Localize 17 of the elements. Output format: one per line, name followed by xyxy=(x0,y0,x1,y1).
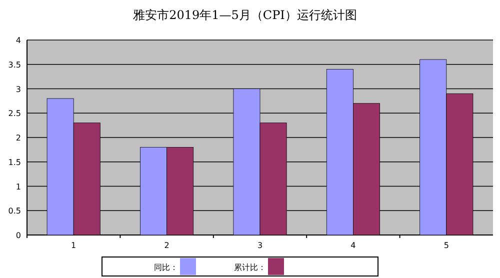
y-tick-label: 2 xyxy=(16,134,21,142)
x-tick-label: 3 xyxy=(257,241,263,250)
y-tick-label: 4 xyxy=(16,36,21,45)
x-tick-label: 4 xyxy=(350,241,356,250)
y-tick-label: 0 xyxy=(16,231,21,240)
x-tick-label: 1 xyxy=(71,241,76,250)
y-tick-label: 1.5 xyxy=(8,158,21,167)
x-tick-label: 2 xyxy=(164,241,170,250)
y-tick-label: 0.5 xyxy=(8,206,21,216)
x-tick-label: 5 xyxy=(444,241,449,250)
y-tick-label: 3 xyxy=(16,84,21,94)
legend-label: 累计比： xyxy=(234,263,266,272)
y-tick-label: 3.5 xyxy=(8,60,21,70)
chart-title: 雅安市2019年1—5月（CPI）运行统计图 xyxy=(133,8,357,22)
y-tick-label: 2.5 xyxy=(8,109,21,118)
y-tick-label: 1 xyxy=(16,182,21,192)
legend-label: 同比： xyxy=(154,263,178,272)
